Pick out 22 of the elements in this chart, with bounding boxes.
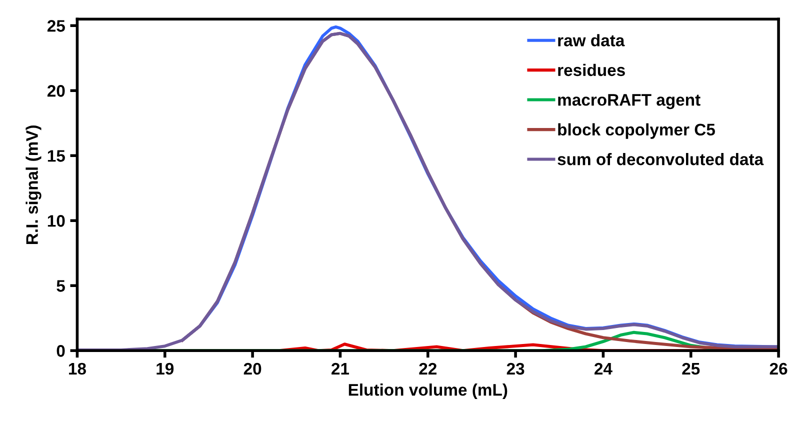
x-tick-label: 25 — [682, 362, 700, 375]
legend-label: block copolymer C5 — [558, 123, 715, 139]
x-tick-label: 24 — [594, 362, 612, 375]
y-tick-label: 5 — [56, 280, 65, 292]
x-tick-label: 23 — [506, 362, 524, 375]
x-tick-label: 20 — [244, 362, 262, 375]
x-tick-label: 19 — [156, 362, 174, 375]
y-tick-label: 25 — [47, 20, 65, 32]
y-tick-label: 20 — [47, 85, 65, 97]
legend-label: raw data — [558, 34, 625, 46]
legend-label: sum of deconvoluted data — [558, 153, 764, 166]
y-axis-title: R.I. signal (mV) — [26, 126, 42, 244]
y-tick-label: 10 — [48, 215, 65, 227]
x-axis-title: Elution volume (mL) — [348, 384, 508, 400]
x-tick-label: 21 — [332, 362, 350, 375]
x-tick-label: 26 — [770, 362, 788, 375]
x-tick-label: 18 — [69, 362, 86, 375]
legend-label: residues — [558, 64, 625, 76]
x-tick-label: 22 — [419, 362, 436, 375]
y-tick-label: 0 — [56, 345, 65, 357]
y-tick-label: 15 — [48, 150, 65, 162]
legend-label: macroRAFT agent — [558, 94, 700, 110]
